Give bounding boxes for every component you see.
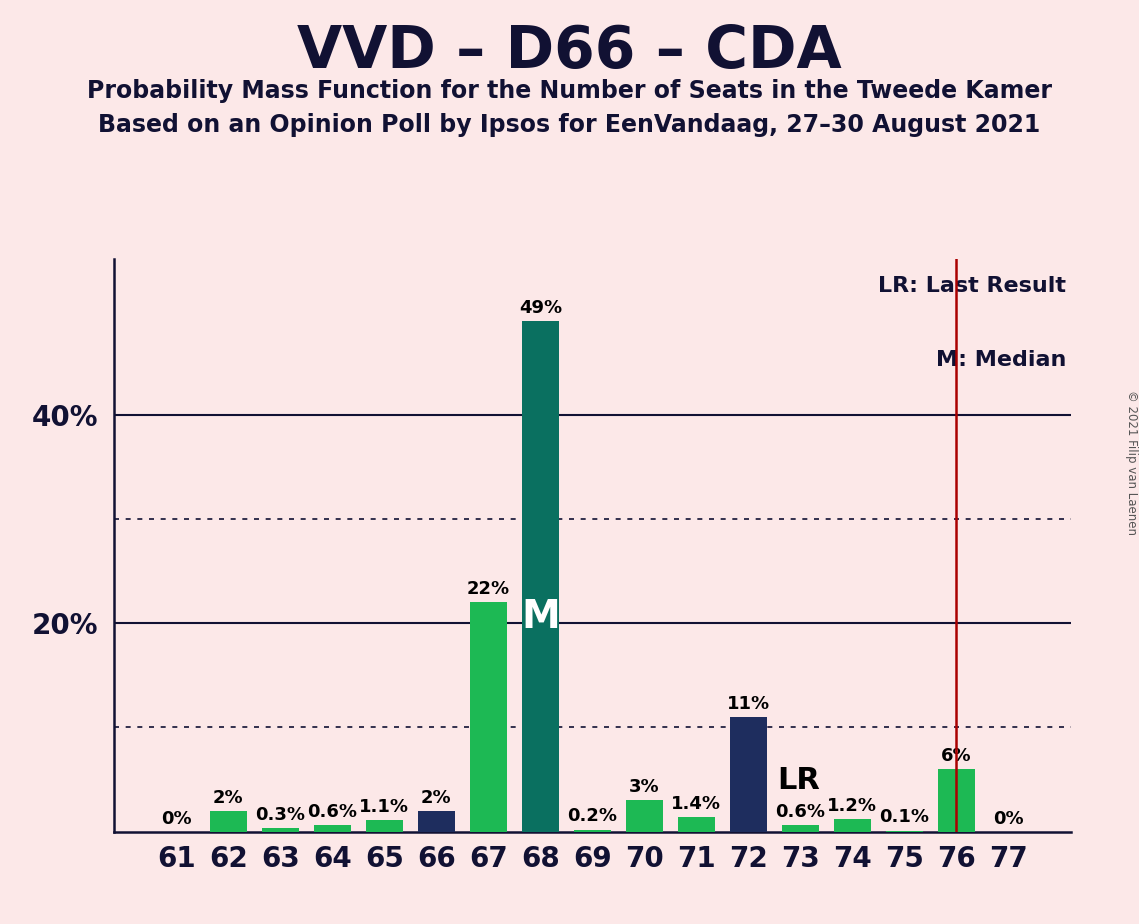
Bar (210, 810, 247, 832)
Bar (834, 819, 871, 832)
Bar (418, 810, 454, 832)
Bar (313, 825, 351, 832)
Text: VVD – D66 – CDA: VVD – D66 – CDA (297, 23, 842, 80)
Text: 49%: 49% (518, 299, 562, 317)
Text: 11%: 11% (727, 695, 770, 712)
Bar (522, 322, 559, 832)
Text: 1.2%: 1.2% (827, 796, 877, 815)
Bar (730, 717, 767, 832)
Bar (262, 829, 300, 832)
Bar (678, 817, 715, 832)
Bar (781, 825, 819, 832)
Text: 22%: 22% (467, 580, 510, 598)
Text: 0.2%: 0.2% (567, 808, 617, 825)
Text: 1.4%: 1.4% (671, 795, 721, 813)
Text: 0%: 0% (161, 810, 191, 829)
Text: 6%: 6% (941, 747, 972, 765)
Text: 2%: 2% (421, 788, 451, 807)
Bar (885, 831, 923, 832)
Text: Probability Mass Function for the Number of Seats in the Tweede Kamer: Probability Mass Function for the Number… (87, 79, 1052, 103)
Text: LR: Last Result: LR: Last Result (878, 276, 1066, 296)
Bar (469, 602, 507, 832)
Text: © 2021 Filip van Laenen: © 2021 Filip van Laenen (1124, 390, 1138, 534)
Text: M: Median: M: Median (935, 350, 1066, 371)
Text: 0.1%: 0.1% (879, 808, 929, 826)
Text: Based on an Opinion Poll by Ipsos for EenVandaag, 27–30 August 2021: Based on an Opinion Poll by Ipsos for Ee… (98, 113, 1041, 137)
Bar (574, 830, 611, 832)
Text: 3%: 3% (629, 778, 659, 796)
Bar (366, 821, 403, 832)
Text: 2%: 2% (213, 788, 244, 807)
Bar (937, 769, 975, 832)
Text: LR: LR (777, 766, 820, 795)
Text: 0.6%: 0.6% (776, 803, 826, 821)
Text: 0.3%: 0.3% (255, 807, 305, 824)
Text: 1.1%: 1.1% (359, 798, 409, 816)
Text: M: M (521, 598, 559, 637)
Bar (625, 800, 663, 832)
Text: 0.6%: 0.6% (308, 803, 358, 821)
Text: 0%: 0% (993, 810, 1024, 829)
